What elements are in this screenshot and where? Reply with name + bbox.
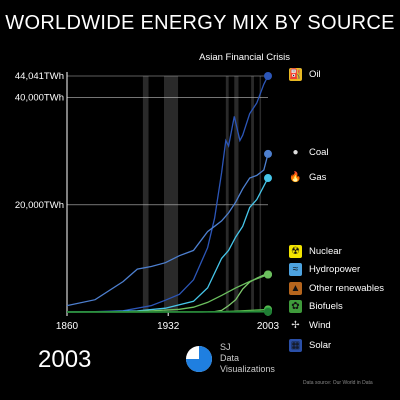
data-source: Data source: Our World in Data	[303, 380, 373, 386]
x-tick-label: 2003	[257, 321, 280, 332]
water-icon: ≈	[289, 262, 302, 276]
crisis-bands	[142, 76, 262, 312]
current-year: 2003	[38, 346, 92, 373]
legend-label: Oil	[309, 68, 321, 80]
x-tick-label: 1932	[157, 321, 180, 332]
legend-label: Other renewables	[309, 282, 384, 294]
legend-item-solar: ▦ Solar	[289, 337, 331, 353]
other-renewables-icon: ▲	[289, 281, 302, 295]
crisis-band	[234, 76, 239, 312]
legend-label: Wind	[309, 319, 331, 331]
legend-label: Solar	[309, 339, 332, 351]
series-end-markers	[264, 72, 272, 316]
legend-label: Gas	[309, 171, 327, 183]
series-line-coal	[66, 153, 269, 307]
brand-name: SJ Data Visualizations	[220, 342, 275, 375]
gas-flame-icon: 🔥	[289, 170, 302, 184]
legend-item-gas: 🔥 Gas	[289, 169, 326, 185]
tick-labels: 20,000TWh 40,000TWh 44,041TWh 1860 1932 2003 A…	[15, 52, 290, 332]
chart-title: WORLDWIDE ENERGY MIX BY SOURCE	[5, 12, 395, 34]
brand-line-2: Data	[220, 353, 240, 363]
end-marker-solar	[264, 307, 272, 316]
crisis-band	[163, 76, 179, 312]
legend-item-other_renewables: ▲ Other renewables	[289, 280, 384, 296]
legend-item-oil: ⛽ Oil	[289, 66, 321, 82]
legend-item-biofuels: ✿ Biofuels	[289, 298, 343, 314]
coal-icon: ●	[289, 145, 302, 159]
legend-label: Biofuels	[309, 300, 343, 312]
series-line-gas	[66, 177, 269, 313]
x-tick-label: 1860	[56, 321, 79, 332]
oil-barrel-icon: ⛽	[289, 67, 302, 81]
legend-item-nuclear: ☢ Nuclear	[289, 243, 342, 259]
legend-label: Coal	[309, 146, 329, 158]
end-marker-oil	[264, 72, 272, 80]
series-line-oil	[66, 75, 269, 313]
crisis-band	[225, 76, 229, 312]
biofuel-icon: ✿	[289, 299, 302, 313]
end-marker-gas	[264, 174, 272, 183]
y-tick-label: 20,000TWh	[15, 200, 64, 211]
crisis-band	[142, 76, 149, 312]
radiation-icon: ☢	[289, 244, 302, 258]
wind-turbine-icon: ✢	[289, 318, 302, 332]
annotation-label: Asian Financial Crisis	[199, 52, 290, 63]
legend-item-hydropower: ≈ Hydropower	[289, 261, 360, 277]
legend-item-coal: ● Coal	[289, 144, 329, 160]
legend-label: Nuclear	[309, 245, 342, 257]
brand-logo-icon	[186, 346, 212, 372]
legend-item-wind: ✢ Wind	[289, 317, 331, 333]
y-tick-label: 44,041TWh	[15, 71, 64, 82]
legend-label: Hydropower	[309, 263, 361, 275]
solar-panel-icon: ▦	[289, 338, 302, 352]
brand-line-3: Visualizations	[220, 364, 275, 374]
end-marker-coal	[264, 149, 272, 158]
brand-line-1: SJ	[220, 342, 231, 352]
crisis-band	[251, 76, 254, 312]
y-tick-label: 40,000TWh	[15, 93, 64, 104]
end-marker-hydropower	[264, 270, 272, 279]
series-line-hydropower	[66, 273, 269, 313]
